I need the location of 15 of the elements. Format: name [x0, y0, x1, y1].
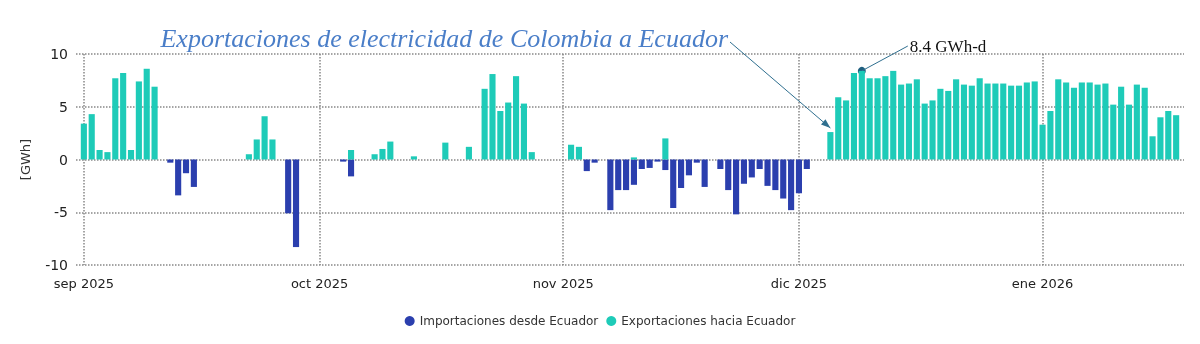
- y-tick-label: 10: [50, 46, 68, 62]
- legend-label: Exportaciones hacia Ecuador: [621, 314, 796, 328]
- x-tick-label: oct 2025: [290, 276, 349, 291]
- x-tick-label: sep 2025: [53, 276, 114, 291]
- y-axis-title: [GWh]: [18, 138, 33, 181]
- annotation: 8.4 GWh-d: [909, 36, 987, 56]
- y-tick-label: 0: [59, 151, 68, 168]
- y-tick-label: -5: [54, 204, 68, 221]
- y-tick-label: -10: [45, 257, 68, 273]
- x-tick-label: nov 2025: [532, 276, 594, 291]
- y-tick-label: 5: [59, 98, 68, 115]
- legend-label: Importaciones desde Ecuador: [419, 314, 599, 328]
- x-tick-label: dic 2025: [770, 276, 828, 291]
- x-tick-label: ene 2026: [1011, 276, 1074, 291]
- annotation: Exportaciones de electricidad de Colombia a Ecuador: [159, 23, 729, 53]
